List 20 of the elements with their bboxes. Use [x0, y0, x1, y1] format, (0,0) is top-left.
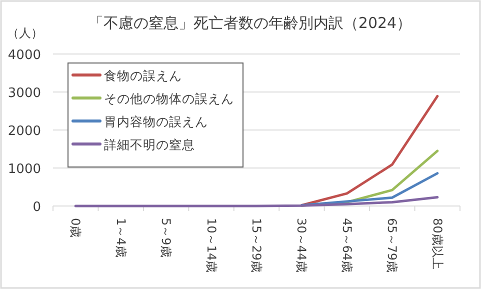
- y-tick-label: 0: [32, 200, 41, 215]
- x-tick-label: 30～44歳: [294, 218, 309, 273]
- y-axis-title: （人）: [7, 26, 43, 40]
- y-tick-label: 4000: [8, 48, 41, 63]
- x-tick-label: 5～9歳: [159, 218, 174, 258]
- x-tick-label: 80歳以上: [430, 218, 444, 270]
- x-tick-label: 65～79歳: [385, 218, 400, 273]
- legend-label: 食物の誤えん: [104, 68, 182, 83]
- x-tick-label: 10～14歳: [204, 218, 218, 273]
- chart-title: 「不慮の窒息」死亡者数の年齢別内訳（2024）: [88, 14, 412, 32]
- y-tick-label: 1000: [8, 162, 41, 177]
- legend-label: その他の物体の誤えん: [104, 91, 234, 106]
- x-tick-label: 0歳: [68, 218, 83, 238]
- legend-label: 胃内容物の誤えん: [104, 114, 208, 129]
- x-tick-label: 1～4歳: [114, 218, 128, 258]
- y-tick-label: 2000: [8, 124, 41, 139]
- x-tick-label: 45～64歳: [340, 218, 354, 273]
- x-tick-label: 15～29歳: [250, 218, 264, 273]
- y-tick-label: 3000: [8, 86, 41, 101]
- legend-label: 詳細不明の窒息: [104, 137, 195, 152]
